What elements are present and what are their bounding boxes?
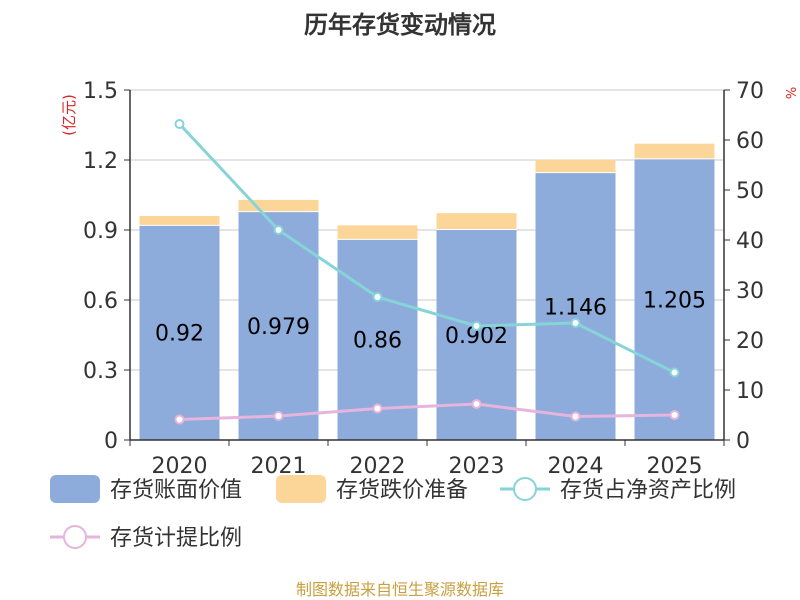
line-inventory-provision-ratio	[179, 402, 675, 421]
legend-label: 存货占净资产比例	[560, 478, 736, 503]
bar-inventory-book-value	[535, 172, 616, 440]
bar-value-label: 0.86	[353, 329, 402, 354]
left-axis-tick-label: 0.6	[83, 289, 118, 314]
line-inventory-provision-ratio-point	[372, 403, 383, 414]
legend-item: 存货占净资产比例	[500, 477, 736, 503]
right-axis-tick-label: 40	[736, 229, 764, 254]
line-inventory-provision-ratio-point	[273, 411, 284, 421]
line-inventory-to-net-assets-point	[273, 225, 284, 235]
line-inventory-to-net-assets	[178, 122, 676, 374]
legend-item: 存货计提比例	[50, 525, 242, 551]
x-axis-tick-label: 2021	[251, 454, 307, 479]
right-axis-tick-label: 20	[736, 329, 764, 354]
legend-swatch-marker	[63, 525, 87, 549]
x-axis-tick-label: 2025	[647, 454, 703, 479]
bar-value-label: 0.979	[247, 315, 310, 340]
line-inventory-provision-ratio-point	[174, 414, 185, 425]
axes: 0 0.3 0.6 0.9 1.2 1.5 0 10 20 30 40 50 60 70 2020 2021 2…	[83, 79, 764, 479]
right-axis-tick-label: 50	[736, 179, 764, 204]
bar-inventory-impairment-reserve	[337, 225, 418, 240]
bar-inventory-impairment-reserve	[535, 159, 616, 173]
left-axis-tick-label: 0	[104, 429, 118, 454]
legend-item: 存货账面价值	[50, 475, 242, 503]
legend-swatch	[276, 475, 326, 503]
bar-inventory-book-value	[634, 158, 715, 441]
x-axis-tick-label: 2023	[449, 454, 505, 479]
left-axis-tick-label: 1.5	[83, 79, 118, 104]
bar-value-label: 0.92	[155, 322, 204, 347]
line-inventory-to-net-assets-point	[372, 292, 383, 302]
data-source-note: 制图数据来自恒生聚源数据库	[296, 580, 504, 599]
bar-inventory-impairment-reserve	[238, 199, 319, 212]
left-axis-unit-label: (亿元)	[60, 94, 78, 136]
right-axis-tick-label: 10	[736, 379, 764, 404]
bar-value-label: 1.205	[643, 288, 706, 313]
x-axis-tick-label: 2022	[350, 454, 406, 479]
bar-inventory-impairment-reserve	[436, 213, 517, 230]
bar-inventory-book-value	[139, 225, 220, 440]
right-axis-tick-label: 30	[736, 279, 764, 304]
line-series	[174, 119, 680, 425]
chart-title: 历年存货变动情况	[304, 11, 496, 39]
left-axis-tick-label: 1.2	[83, 149, 118, 174]
right-axis-tick-label: 0	[736, 429, 750, 454]
line-inventory-to-net-assets-point	[669, 367, 680, 378]
x-axis-tick-label: 2024	[548, 454, 604, 479]
legend-label: 存货跌价准备	[336, 478, 468, 503]
right-axis-tick-label: 60	[736, 129, 764, 154]
line-inventory-provision-ratio-point	[570, 411, 581, 422]
x-axis-tick-label: 2020	[152, 454, 208, 479]
bar-group	[139, 143, 715, 441]
right-axis-unit-label: %	[785, 87, 800, 99]
line-inventory-to-net-assets-point	[471, 321, 482, 331]
legend-label: 存货计提比例	[110, 526, 242, 551]
left-axis-tick-label: 0.3	[83, 359, 118, 384]
bar-inventory-impairment-reserve	[139, 216, 220, 226]
line-inventory-provision-ratio-point	[669, 410, 680, 420]
left-axis-tick-label: 0.9	[83, 219, 118, 244]
line-inventory-to-net-assets-point	[570, 318, 581, 328]
bar-value-label: 1.146	[544, 295, 607, 320]
bar-inventory-impairment-reserve	[634, 143, 715, 159]
right-axis-tick-label: 70	[736, 79, 764, 104]
line-inventory-provision-ratio-point	[471, 399, 482, 409]
legend-swatch-marker	[513, 477, 537, 501]
legend-swatch	[50, 475, 100, 503]
legend-label: 存货账面价值	[110, 478, 242, 503]
line-inventory-to-net-assets-point	[174, 119, 185, 129]
legend-item: 存货跌价准备	[276, 475, 468, 503]
